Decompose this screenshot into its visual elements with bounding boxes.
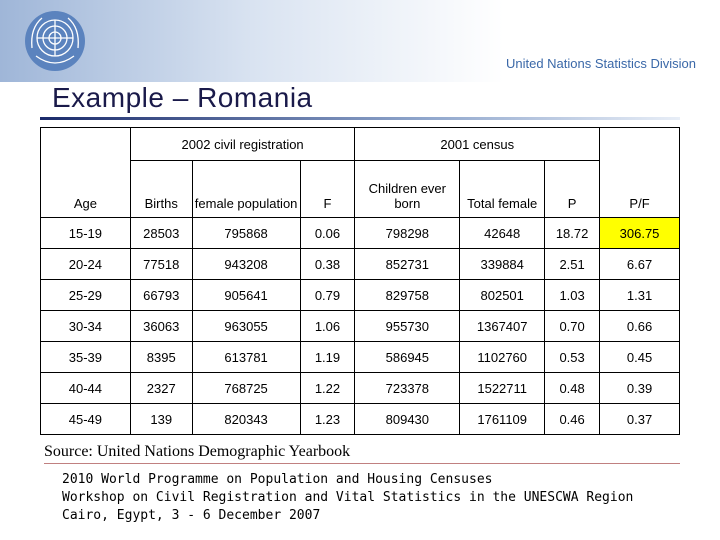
table-cell: 1367407 <box>459 310 546 342</box>
column-header: Births <box>129 160 193 218</box>
table-cell: 1.23 <box>299 403 356 435</box>
table-cell: 1.22 <box>299 372 356 404</box>
un-logo <box>25 11 85 71</box>
table-cell: 6.67 <box>599 248 680 280</box>
column-header-row: Age Births female population F Children ever… <box>40 160 680 218</box>
table-cell: 20-24 <box>40 248 131 280</box>
table-cell: 0.46 <box>544 403 601 435</box>
table-cell: 798298 <box>354 217 461 249</box>
table-cell: 77518 <box>129 248 193 280</box>
table-cell: 2.51 <box>544 248 601 280</box>
data-table: 2002 civil registration 2001 census Age B… <box>40 127 680 435</box>
table-cell: 1.06 <box>299 310 356 342</box>
slide-title: Example – Romania <box>52 82 313 113</box>
column-header: Age <box>40 160 131 218</box>
table-row: 25-29 66793 905641 0.79 829758 802501 1.03 1.31 <box>40 279 680 311</box>
table-cell: 963055 <box>191 310 301 342</box>
table-row: 20-24 77518 943208 0.38 852731 339884 2.51 6.67 <box>40 248 680 280</box>
table-cell: 36063 <box>129 310 193 342</box>
organization: United Nations Statistics Division <box>505 56 696 71</box>
table-cell: 1.31 <box>599 279 680 311</box>
table-cell: 809430 <box>354 403 461 435</box>
column-header: F <box>299 160 356 218</box>
footer-line: 2010 World Programme on Population and H… <box>62 472 493 487</box>
column-header: P/F <box>599 160 680 218</box>
table-row: 45-49 139 820343 1.23 809430 1761109 0.46 0.37 <box>40 403 680 435</box>
table-cell: 0.48 <box>544 372 601 404</box>
table-cell: 0.79 <box>299 279 356 311</box>
table-row: 35-39 8395 613781 1.19 586945 1102760 0.53 0.45 <box>40 341 680 373</box>
table-row: 30-34 36063 963055 1.06 955730 1367407 0.70 0.6… <box>40 310 680 342</box>
table-cell: 802501 <box>459 279 546 311</box>
table-row: 15-19 28503 795868 0.06 798298 42648 18.72 306.… <box>40 217 680 249</box>
table-cell: 306.75 <box>599 217 680 249</box>
table-cell: 905641 <box>191 279 301 311</box>
footer: 2010 World Programme on Population and H… <box>62 471 633 525</box>
table-cell: 723378 <box>354 372 461 404</box>
table-cell: 943208 <box>191 248 301 280</box>
group-header: 2001 census <box>354 127 601 161</box>
header-band <box>0 0 720 82</box>
header-cell <box>40 127 131 161</box>
table-cell: 613781 <box>191 341 301 373</box>
table-cell: 8395 <box>129 341 193 373</box>
table-cell: 18.72 <box>544 217 601 249</box>
group-header-row: 2002 civil registration 2001 census <box>40 127 680 161</box>
table-row: 40-44 2327 768725 1.22 723378 1522711 0.48 0.39 <box>40 372 680 404</box>
table-cell: 25-29 <box>40 279 131 311</box>
table-cell: 795868 <box>191 217 301 249</box>
column-header: P <box>544 160 601 218</box>
source-rule <box>44 463 680 464</box>
table-cell: 45-49 <box>40 403 131 435</box>
table-cell: 0.53 <box>544 341 601 373</box>
table-cell: 852731 <box>354 248 461 280</box>
table-cell: 0.45 <box>599 341 680 373</box>
table-cell: 28503 <box>129 217 193 249</box>
table-cell: 0.39 <box>599 372 680 404</box>
table-cell: 15-19 <box>40 217 131 249</box>
table-cell: 955730 <box>354 310 461 342</box>
table-cell: 139 <box>129 403 193 435</box>
table-cell: 66793 <box>129 279 193 311</box>
footer-line: Workshop on Civil Registration and Vital… <box>62 490 634 505</box>
column-header: Total female <box>459 160 546 218</box>
table-cell: 0.70 <box>544 310 601 342</box>
table-cell: 1.19 <box>299 341 356 373</box>
table-cell: 586945 <box>354 341 461 373</box>
group-header: 2002 civil registration <box>129 127 356 161</box>
table-cell: 829758 <box>354 279 461 311</box>
table-cell: 1522711 <box>459 372 546 404</box>
table-cell: 1.03 <box>544 279 601 311</box>
table-cell: 40-44 <box>40 372 131 404</box>
source-note: Source: United Nations Demographic Yearb… <box>44 443 351 460</box>
table-cell: 0.37 <box>599 403 680 435</box>
footer-line: Cairo, Egypt, 3 - 6 December 2007 <box>62 508 321 523</box>
table-cell: 1102760 <box>459 341 546 373</box>
title-rule <box>40 117 680 120</box>
table-cell: 820343 <box>191 403 301 435</box>
table-cell: 1761109 <box>459 403 546 435</box>
table-cell: 339884 <box>459 248 546 280</box>
table-cell: 30-34 <box>40 310 131 342</box>
table-cell: 2327 <box>129 372 193 404</box>
table-cell: 0.06 <box>299 217 356 249</box>
table-cell: 35-39 <box>40 341 131 373</box>
table-cell: 42648 <box>459 217 546 249</box>
column-header: Children ever born <box>354 160 461 218</box>
header-cell <box>599 127 680 161</box>
table-cell: 768725 <box>191 372 301 404</box>
table-cell: 0.38 <box>299 248 356 280</box>
column-header: female population <box>191 160 301 218</box>
table-cell: 0.66 <box>599 310 680 342</box>
